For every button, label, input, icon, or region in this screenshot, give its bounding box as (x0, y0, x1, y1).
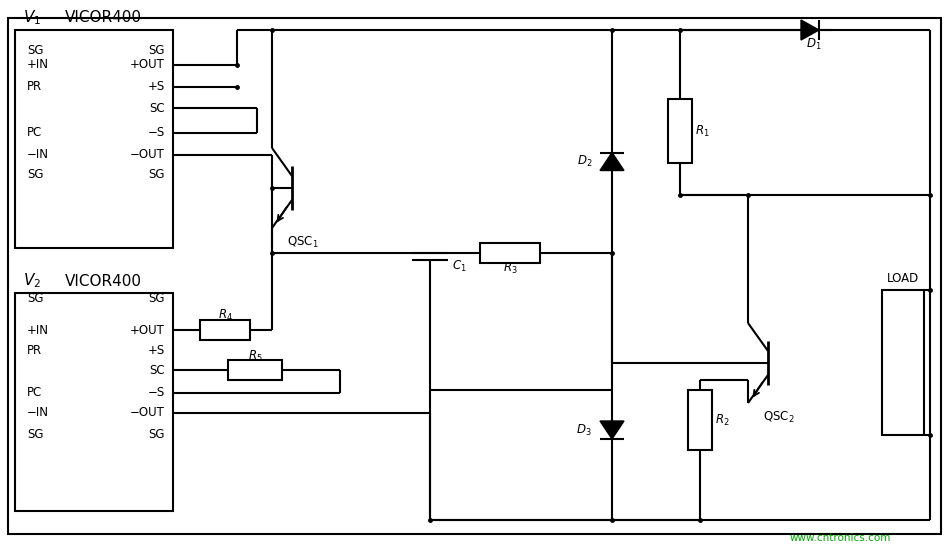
Text: VICOR400: VICOR400 (65, 274, 142, 288)
Text: +OUT: +OUT (130, 59, 165, 72)
Text: SG: SG (148, 168, 165, 182)
Text: $D_3$: $D_3$ (576, 422, 592, 438)
Text: $R_2$: $R_2$ (715, 412, 730, 428)
Text: $V_2$: $V_2$ (23, 272, 41, 290)
Bar (228, 360, 282, 380)
Text: $D_2$: $D_2$ (576, 154, 592, 169)
Text: +OUT: +OUT (130, 323, 165, 336)
Bar (200, 320, 250, 340)
Bar (15, 30, 173, 248)
Polygon shape (600, 421, 624, 439)
Text: +IN: +IN (27, 59, 49, 72)
Text: SG: SG (148, 44, 165, 56)
Text: PR: PR (27, 344, 42, 357)
Text: $V_1$: $V_1$ (23, 9, 41, 27)
Text: $R_1$: $R_1$ (695, 124, 710, 138)
Text: +S: +S (148, 344, 165, 357)
Text: SC: SC (149, 102, 165, 114)
Text: $R_5$: $R_5$ (248, 348, 262, 364)
Text: $R_4$: $R_4$ (217, 307, 233, 323)
Text: SG: SG (27, 292, 44, 305)
Text: QSC$_2$: QSC$_2$ (763, 410, 794, 424)
Bar (688, 390, 712, 450)
Polygon shape (600, 153, 624, 171)
Text: SG: SG (27, 168, 44, 182)
Text: VICOR400: VICOR400 (65, 10, 142, 26)
Text: −IN: −IN (27, 406, 49, 420)
Text: −OUT: −OUT (130, 148, 165, 161)
Text: SG: SG (148, 428, 165, 441)
Bar (882, 290, 924, 435)
Text: PR: PR (27, 80, 42, 94)
Text: www.cntronics.com: www.cntronics.com (790, 533, 891, 543)
Text: LOAD: LOAD (887, 271, 920, 284)
Text: SG: SG (148, 292, 165, 305)
Text: −IN: −IN (27, 148, 49, 161)
Text: SC: SC (149, 364, 165, 376)
Bar (668, 99, 692, 163)
Text: PC: PC (27, 387, 43, 399)
Bar (480, 243, 540, 263)
Text: +S: +S (148, 80, 165, 94)
Text: SG: SG (27, 44, 44, 56)
Text: PC: PC (27, 126, 43, 139)
Text: QSC$_1$: QSC$_1$ (287, 235, 319, 249)
Polygon shape (801, 20, 819, 40)
Text: +IN: +IN (27, 323, 49, 336)
Text: −S: −S (148, 126, 165, 139)
Text: $R_3$: $R_3$ (503, 260, 517, 276)
Text: −OUT: −OUT (130, 406, 165, 420)
Text: −S: −S (148, 387, 165, 399)
Text: $C_1$: $C_1$ (452, 258, 467, 274)
Text: SG: SG (27, 428, 44, 441)
Text: $D_1$: $D_1$ (807, 37, 822, 51)
Bar (15, 293, 173, 511)
